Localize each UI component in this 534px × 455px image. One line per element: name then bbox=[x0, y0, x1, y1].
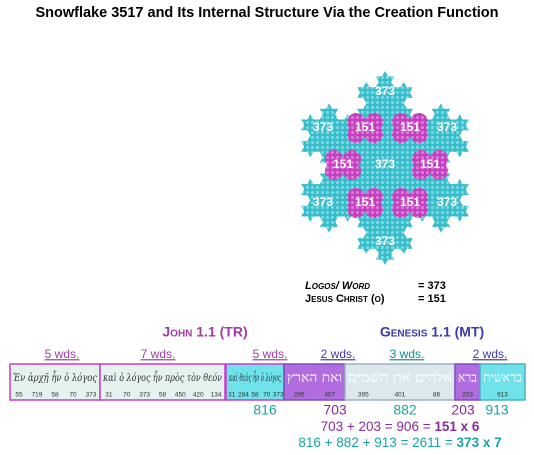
snowflake-label: 151 bbox=[400, 120, 420, 134]
verse-text: καὶ ὁ λόγος ἦν πρὸς τὸν θεόν bbox=[102, 369, 222, 384]
snowflake-label: 373 bbox=[313, 120, 333, 134]
verse-text: אלהים את השמים bbox=[348, 371, 452, 386]
word-value: 913 bbox=[497, 392, 508, 399]
word-value: 134 bbox=[211, 392, 222, 399]
word-value: 86 bbox=[433, 392, 441, 399]
legend-label: Jesus Christ (o) bbox=[305, 293, 385, 305]
verse-text: ברא bbox=[458, 371, 477, 386]
snowflake: 373 373 151 151 373 151 373 151 373 151 151 373 373 bbox=[300, 71, 470, 265]
word-value: 203 bbox=[462, 392, 473, 399]
word-count: 5 wds. bbox=[253, 347, 288, 361]
word-value: 31 bbox=[105, 392, 113, 399]
total: 882 bbox=[393, 402, 417, 418]
word-count: 5 wds. bbox=[45, 347, 80, 361]
word-value: 31 bbox=[228, 392, 236, 399]
verse-text: Ἐν ἀρχῇ ἦν ὁ λόγος bbox=[13, 369, 97, 384]
text-strip: 5 wds. 7 wds. 5 wds. 2 wds. 3 wds. 2 wds. Ἐν ἀ… bbox=[9, 347, 526, 450]
word-value: 395 bbox=[358, 392, 369, 399]
word-value: 58 bbox=[251, 392, 259, 399]
text-box bbox=[99, 363, 226, 401]
snowflake-label: 373 bbox=[375, 234, 395, 248]
snowflake-label: 151 bbox=[355, 195, 375, 209]
snowflake-label: 373 bbox=[313, 195, 333, 209]
pink-cluster bbox=[401, 194, 419, 212]
equation-part: 816 + 882 + 913 = 2611 = bbox=[298, 435, 456, 450]
word-value: 58 bbox=[159, 392, 167, 399]
pink-cluster bbox=[356, 119, 374, 137]
word-value: 70 bbox=[69, 392, 77, 399]
pink-cluster bbox=[401, 119, 419, 137]
text-box bbox=[9, 363, 101, 401]
word-value: 296 bbox=[294, 392, 305, 399]
section-header: Genesis 1.1 (MT) bbox=[380, 324, 484, 340]
snowflake-label: 151 bbox=[420, 157, 440, 171]
verse-text: καὶ θεὸς ἦν ὁ λόγος bbox=[229, 369, 282, 384]
word-value: 420 bbox=[193, 392, 204, 399]
pink-cluster bbox=[421, 156, 439, 174]
equation-part: 151 x 6 bbox=[434, 419, 480, 434]
snowflake-label: 151 bbox=[355, 120, 375, 134]
word-count: 3 wds. bbox=[390, 347, 425, 361]
word-value: 450 bbox=[175, 392, 186, 399]
snowflake-label: 373 bbox=[437, 195, 457, 209]
section-header: John 1.1 (TR) bbox=[162, 324, 247, 340]
total: 203 bbox=[451, 402, 475, 418]
word-value: 373 bbox=[273, 392, 284, 399]
word-value: 70 bbox=[263, 392, 271, 399]
equation: 816 + 882 + 913 = 2611 = 373 x 7 bbox=[298, 435, 501, 450]
word-count: 2 wds. bbox=[473, 347, 508, 361]
word-value: 55 bbox=[15, 392, 23, 399]
pink-cluster bbox=[334, 156, 352, 174]
equation-part: 373 x 7 bbox=[457, 435, 502, 450]
snowflake-label: 373 bbox=[375, 84, 395, 98]
legend-value: = 373 bbox=[418, 280, 446, 292]
equation: 703 + 203 = 906 = 151 x 6 bbox=[321, 419, 480, 434]
pink-cluster bbox=[356, 194, 374, 212]
title: Snowflake 3517 and Its Internal Structur… bbox=[35, 5, 498, 21]
total: 913 bbox=[485, 402, 509, 418]
word-count: 2 wds. bbox=[321, 347, 356, 361]
snowflake-label: 151 bbox=[400, 195, 420, 209]
word-count: 7 wds. bbox=[141, 347, 176, 361]
word-value: 70 bbox=[123, 392, 131, 399]
snowflake-label: 373 bbox=[437, 120, 457, 134]
snowflake-label: 373 bbox=[375, 157, 395, 171]
word-value: 58 bbox=[51, 392, 59, 399]
verse-text: ואת הארץ bbox=[287, 371, 342, 386]
word-value: 401 bbox=[395, 392, 406, 399]
legend-label: Logos/ Word bbox=[305, 280, 370, 292]
word-value: 284 bbox=[238, 392, 249, 399]
legend-value: = 151 bbox=[418, 293, 446, 305]
word-value: 373 bbox=[139, 392, 150, 399]
snowflake-label: 151 bbox=[333, 157, 353, 171]
word-value: 719 bbox=[32, 392, 43, 399]
total: 816 bbox=[253, 402, 277, 418]
word-value: 373 bbox=[86, 392, 97, 399]
equation-part: 703 + 203 = 906 = bbox=[321, 419, 435, 434]
text-box bbox=[479, 363, 526, 401]
word-value: 407 bbox=[324, 392, 335, 399]
verse-text: בראשית bbox=[483, 371, 522, 386]
total: 703 bbox=[323, 402, 347, 418]
